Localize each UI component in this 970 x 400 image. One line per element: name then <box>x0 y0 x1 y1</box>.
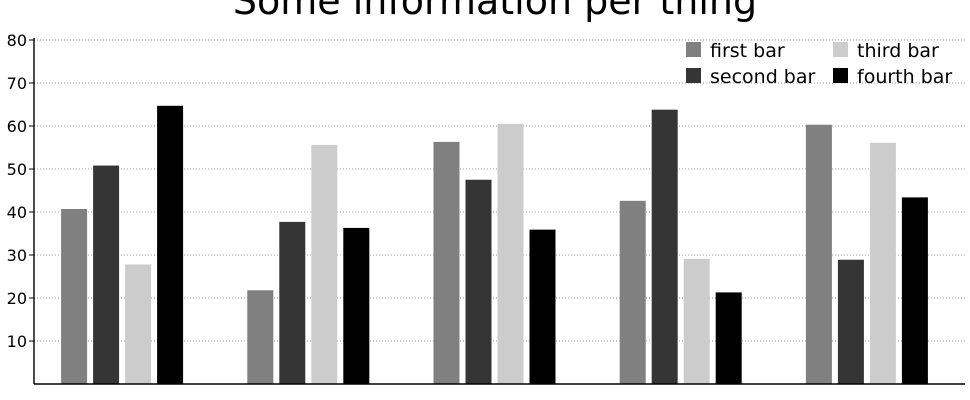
y-tick-label-20: 20 <box>7 289 27 308</box>
legend: first bar second bar third bar fourth bar <box>686 40 952 88</box>
bar-1-fourth-bar <box>157 105 184 384</box>
bar-2-fourth-bar <box>343 227 370 384</box>
y-tick-label-10: 10 <box>7 332 27 351</box>
bar-3-third-bar <box>497 123 524 384</box>
legend-label-first-bar: first bar <box>710 40 785 62</box>
bar-4-third-bar <box>683 258 710 384</box>
y-tick-label-80: 80 <box>7 31 27 50</box>
bar-4-second-bar <box>651 109 678 384</box>
bar-4-fourth-bar <box>715 292 742 384</box>
bar-1-first-bar <box>61 208 88 384</box>
bars <box>61 105 928 385</box>
y-tick-label-70: 70 <box>7 74 27 93</box>
bar-1-third-bar <box>125 264 152 384</box>
bar-5-third-bar <box>869 142 896 384</box>
y-tick-label-50: 50 <box>7 160 27 179</box>
legend-label-third-bar: third bar <box>857 40 939 62</box>
legend-label-second-bar: second bar <box>710 66 816 88</box>
bar-3-first-bar <box>433 141 460 384</box>
legend-label-fourth-bar: fourth bar <box>857 66 952 88</box>
legend-swatch-third-bar <box>833 42 848 57</box>
chart-title: Some information per thing <box>233 0 757 23</box>
legend-swatch-first-bar <box>686 42 701 57</box>
bar-5-second-bar <box>837 259 864 384</box>
legend-swatch-fourth-bar <box>833 68 848 83</box>
bar-2-second-bar <box>279 221 306 384</box>
legend-swatch-second-bar <box>686 68 701 83</box>
y-tick-label-40: 40 <box>7 203 27 222</box>
y-tick-label-60: 60 <box>7 117 27 136</box>
y-tick-label-30: 30 <box>7 246 27 265</box>
bar-2-third-bar <box>311 144 338 384</box>
bar-4-first-bar <box>619 200 646 384</box>
bar-5-first-bar <box>805 124 832 385</box>
bar-2-first-bar <box>247 290 274 384</box>
bar-3-fourth-bar <box>529 229 556 384</box>
bar-3-second-bar <box>465 179 492 384</box>
y-axis-ticks: 10 20 30 40 50 60 70 80 <box>7 31 34 351</box>
bar-1-second-bar <box>93 165 120 384</box>
bar-5-fourth-bar <box>901 197 928 384</box>
